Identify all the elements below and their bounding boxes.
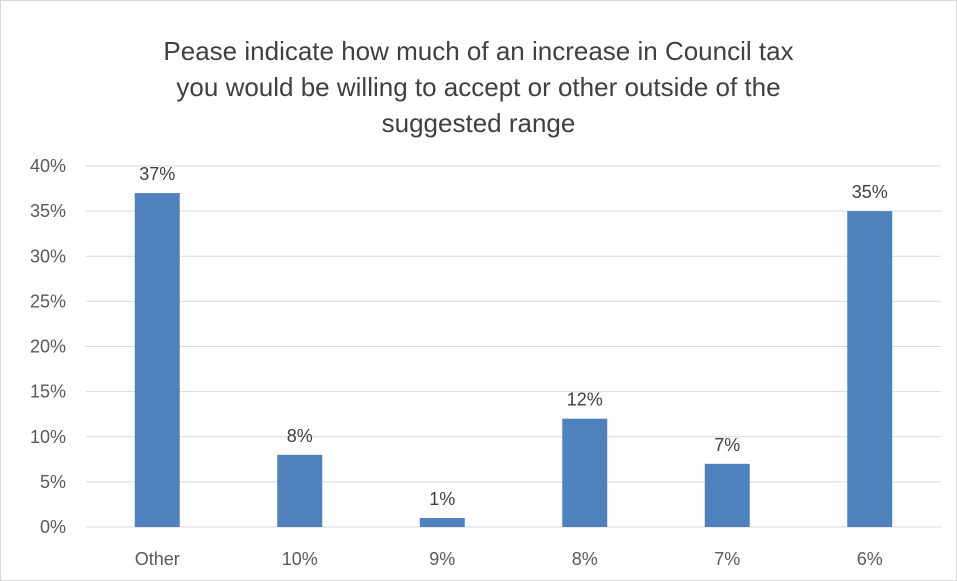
data-label: 8% <box>287 426 313 446</box>
chart-title-line-2: you would be willing to accept or other … <box>176 72 781 102</box>
data-label: 35% <box>852 182 888 202</box>
y-tick-label: 40% <box>30 156 66 176</box>
x-tick-label: Other <box>135 549 180 569</box>
bar <box>277 454 323 527</box>
bar <box>704 463 750 527</box>
bar <box>847 211 893 527</box>
y-tick-label: 0% <box>40 517 66 537</box>
bar <box>419 517 465 527</box>
y-tick-label: 20% <box>30 337 66 357</box>
y-tick-label: 30% <box>30 246 66 266</box>
x-tick-label: 8% <box>572 549 598 569</box>
data-label: 12% <box>567 390 603 410</box>
y-tick-label: 10% <box>30 427 66 447</box>
data-label: 1% <box>429 489 455 509</box>
bar <box>134 193 180 527</box>
y-tick-label: 5% <box>40 472 66 492</box>
y-tick-label: 25% <box>30 291 66 311</box>
x-tick-label: 9% <box>429 549 455 569</box>
x-tick-label: 6% <box>857 549 883 569</box>
x-tick-label: 7% <box>714 549 740 569</box>
x-tick-label: 10% <box>282 549 318 569</box>
bar <box>562 418 608 527</box>
chart-title-line-1: Pease indicate how much of an increase i… <box>163 36 794 66</box>
chart-title: Pease indicate how much of an increase i… <box>1 33 956 141</box>
y-tick-label: 15% <box>30 382 66 402</box>
data-label: 7% <box>714 435 740 455</box>
chart-title-line-3: suggested range <box>381 108 576 138</box>
y-tick-label: 35% <box>30 201 66 221</box>
data-label: 37% <box>139 164 175 184</box>
